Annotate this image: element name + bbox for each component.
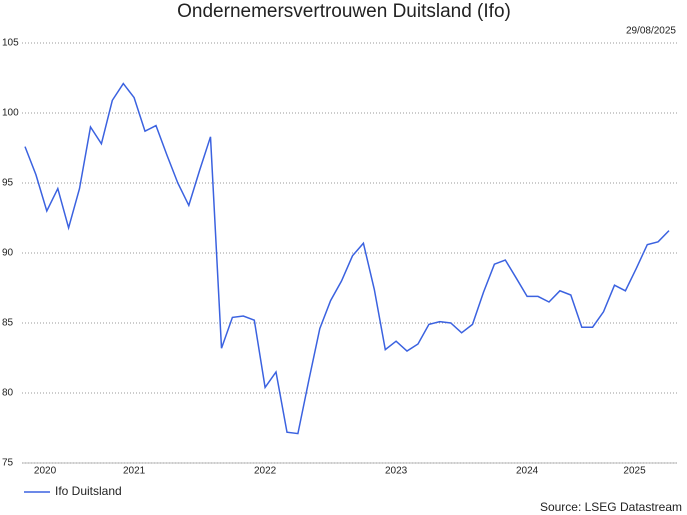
x-tick-label: 2024 xyxy=(516,466,539,477)
x-tick-label: 2022 xyxy=(254,466,277,477)
x-tick-label: 2020 xyxy=(34,466,57,477)
series-line xyxy=(24,82,670,435)
x-tick-label: 2023 xyxy=(385,466,408,477)
x-tick-label: 2021 xyxy=(123,466,146,477)
legend-label: Ifo Duitsland xyxy=(55,484,122,498)
y-tick-label: 85 xyxy=(2,318,14,329)
y-tick-label: 80 xyxy=(2,388,14,399)
date-label: 29/08/2025 xyxy=(626,26,676,37)
source: Source: LSEG Datastream xyxy=(540,500,682,514)
chart-title: Ondernemersvertrouwen Duitsland (Ifo) xyxy=(177,1,511,22)
y-tick-label: 100 xyxy=(2,108,19,119)
x-tick-label: 2025 xyxy=(623,466,646,477)
y-tick-label: 75 xyxy=(2,458,14,469)
y-tick-label: 105 xyxy=(2,38,19,49)
y-tick-label: 90 xyxy=(2,248,14,259)
y-tick-label: 95 xyxy=(2,178,14,189)
